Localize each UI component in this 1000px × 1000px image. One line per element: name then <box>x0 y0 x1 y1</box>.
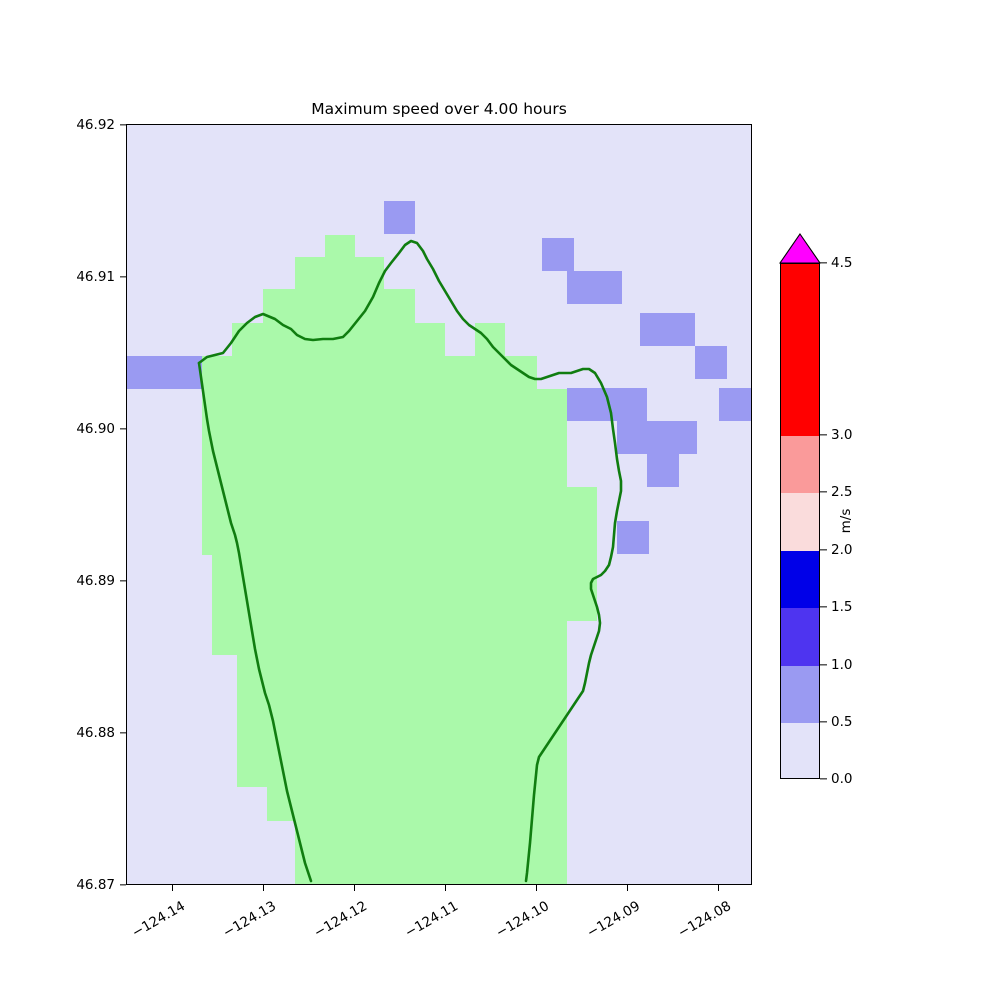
colorbar-band-1.5-2 <box>781 551 819 608</box>
ytick-label: 46.92 <box>76 117 115 133</box>
ytick-label: 46.87 <box>76 877 115 893</box>
colorbar-tick-label: 3.0 <box>831 427 853 443</box>
colorbar-tick-mark <box>820 434 827 436</box>
xtick-mark <box>445 885 447 891</box>
speed-cells-05-10 <box>127 201 751 554</box>
xtick-label: −124.12 <box>311 898 370 942</box>
ytick-label: 46.88 <box>76 725 115 741</box>
colorbar-tick-mark <box>820 721 827 723</box>
colorbar-tick-label: 2.5 <box>831 484 853 500</box>
ytick-mark <box>120 732 126 734</box>
colorbar-tick-mark <box>820 262 827 264</box>
colorbar-tick-label: 1.0 <box>831 657 853 673</box>
ytick-label: 46.91 <box>76 269 115 285</box>
ytick-mark <box>120 580 126 582</box>
colorbar-band-3-4.5 <box>781 264 819 436</box>
xtick-mark <box>172 885 174 891</box>
colorbar-tick-mark <box>820 549 827 551</box>
ytick-mark <box>120 428 126 430</box>
shoreline-contour <box>197 239 623 883</box>
colorbar-tick-label: 0.5 <box>831 714 853 730</box>
xtick-label: −124.08 <box>675 898 734 942</box>
ytick-mark <box>120 884 126 886</box>
colorbar-tick-label: 1.5 <box>831 599 853 615</box>
xtick-label: −124.10 <box>493 898 552 942</box>
xtick-label: −124.09 <box>584 898 643 942</box>
colorbar-band-0-0.5 <box>781 723 819 778</box>
speed-field-svg <box>127 125 751 884</box>
colorbar-unit-label: m/s <box>838 508 854 534</box>
ytick-label: 46.90 <box>76 421 115 437</box>
ytick-label: 46.89 <box>76 573 115 589</box>
colorbar-tick-mark <box>820 606 827 608</box>
colorbar-tick-label: 2.0 <box>831 542 853 558</box>
xtick-mark <box>718 885 720 891</box>
ytick-mark <box>120 276 126 278</box>
colorbar-tick-label: 4.5 <box>831 255 853 271</box>
colorbar-band-2-2.5 <box>781 493 819 551</box>
xtick-label: −124.14 <box>129 898 188 942</box>
colorbar-over-arrow <box>779 233 821 264</box>
page-title: Maximum speed over 4.00 hours <box>311 100 567 118</box>
xtick-mark <box>627 885 629 891</box>
xtick-mark <box>354 885 356 891</box>
xtick-mark <box>536 885 538 891</box>
xtick-label: −124.13 <box>220 898 279 942</box>
map-plot-axes[interactable] <box>126 124 752 885</box>
colorbar-band-1-1.5 <box>781 608 819 666</box>
colorbar-tick-mark <box>820 778 827 780</box>
colorbar-band-2.5-3 <box>781 436 819 493</box>
xtick-label: −124.11 <box>402 898 461 942</box>
xtick-mark <box>263 885 265 891</box>
colorbar-tick-mark <box>820 491 827 493</box>
colorbar[interactable] <box>780 263 820 779</box>
colorbar-tick-mark <box>820 664 827 666</box>
shoreline-contour-west <box>197 361 313 883</box>
colorbar-band-0.5-1 <box>781 666 819 723</box>
ytick-mark <box>120 124 126 126</box>
colorbar-tick-label: 0.0 <box>831 771 853 787</box>
green-region-detail <box>202 235 597 884</box>
